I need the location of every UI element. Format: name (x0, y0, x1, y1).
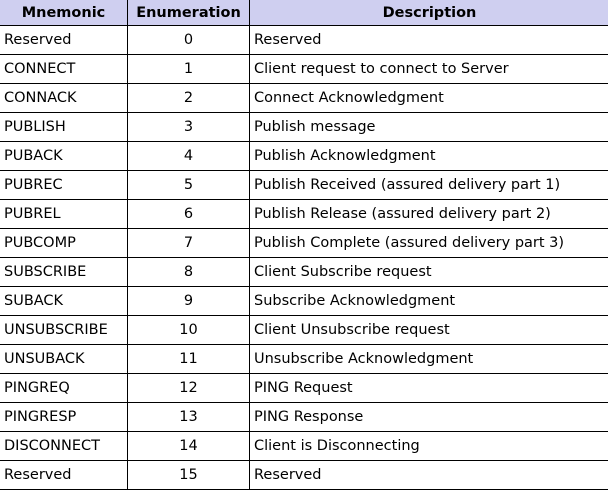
description-cell: Subscribe Acknowledgment (250, 287, 608, 316)
mnemonic-cell: SUBACK (0, 287, 128, 316)
description-cell: Publish Received (assured delivery part … (250, 171, 608, 200)
description-cell: PING Response (250, 403, 608, 432)
enumeration-cell: 0 (128, 26, 250, 55)
mnemonic-cell: CONNACK (0, 84, 128, 113)
description-cell: Connect Acknowledgment (250, 84, 608, 113)
enumeration-cell: 3 (128, 113, 250, 142)
enumeration-cell: 2 (128, 84, 250, 113)
enumeration-cell: 7 (128, 229, 250, 258)
mnemonic-cell: PINGRESP (0, 403, 128, 432)
mnemonic-cell: CONNECT (0, 55, 128, 84)
enumeration-cell: 15 (128, 461, 250, 490)
enumeration-cell: 13 (128, 403, 250, 432)
description-cell: Publish Complete (assured delivery part … (250, 229, 608, 258)
table-header: Mnemonic Enumeration Description (0, 0, 608, 26)
header-cell: Description (250, 0, 608, 26)
description-cell: Client is Disconnecting (250, 432, 608, 461)
enumeration-cell: 11 (128, 345, 250, 374)
description-cell: Publish Release (assured delivery part 2… (250, 200, 608, 229)
mnemonic-cell: PUBREL (0, 200, 128, 229)
mnemonic-cell: PUBACK (0, 142, 128, 171)
mnemonic-cell: PUBREC (0, 171, 128, 200)
description-cell: PING Request (250, 374, 608, 403)
description-cell: Publish Acknowledgment (250, 142, 608, 171)
mnemonic-cell: PUBLISH (0, 113, 128, 142)
description-cell: Unsubscribe Acknowledgment (250, 345, 608, 374)
enumeration-cell: 8 (128, 258, 250, 287)
enumeration-cell: 9 (128, 287, 250, 316)
mnemonic-cell: DISCONNECT (0, 432, 128, 461)
description-cell: Client request to connect to Server (250, 55, 608, 84)
mnemonic-cell: PUBCOMP (0, 229, 128, 258)
enumeration-cell: 14 (128, 432, 250, 461)
header-cell: Enumeration (128, 0, 250, 26)
mnemonic-cell: Reserved (0, 26, 128, 55)
description-cell: Publish message (250, 113, 608, 142)
mnemonic-cell: UNSUBSCRIBE (0, 316, 128, 345)
enumeration-cell: 4 (128, 142, 250, 171)
header-cell: Mnemonic (0, 0, 128, 26)
mnemonic-cell: UNSUBACK (0, 345, 128, 374)
enumeration-cell: 1 (128, 55, 250, 84)
description-cell: Client Unsubscribe request (250, 316, 608, 345)
header-row: Mnemonic Enumeration Description (0, 0, 608, 26)
enumeration-cell: 12 (128, 374, 250, 403)
enumeration-cell: 5 (128, 171, 250, 200)
description-cell: Reserved (250, 461, 608, 490)
enumeration-cell: 6 (128, 200, 250, 229)
description-cell: Reserved (250, 26, 608, 55)
mnemonic-cell: Reserved (0, 461, 128, 490)
mnemonic-cell: PINGREQ (0, 374, 128, 403)
enumeration-cell: 10 (128, 316, 250, 345)
mnemonic-cell: SUBSCRIBE (0, 258, 128, 287)
description-cell: Client Subscribe request (250, 258, 608, 287)
